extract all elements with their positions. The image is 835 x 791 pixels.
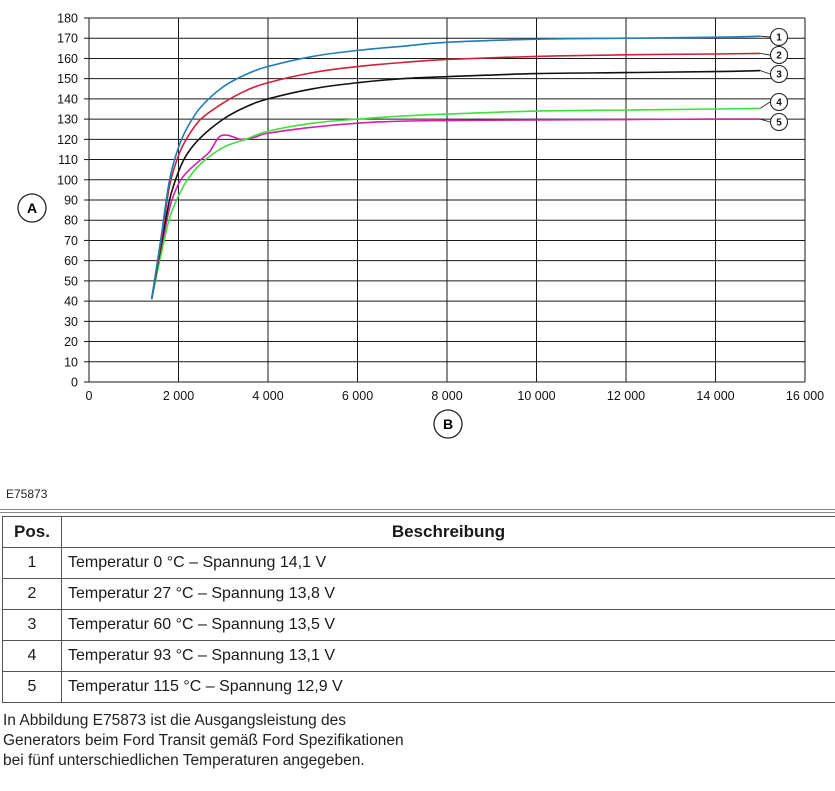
table-row: 2 Temperatur 27 °C – Spannung 13,8 V [2, 578, 835, 610]
row-pos: 1 [2, 547, 62, 579]
series-marker-3 [769, 64, 789, 84]
x-tick-label: 16 000 [786, 389, 824, 403]
x-tick-label: 14 000 [696, 389, 734, 403]
x-axis-label-marker: B [433, 409, 463, 439]
divider-bottom [0, 512, 835, 513]
figure-id: E75873 [6, 487, 48, 501]
y-tick-label: 150 [57, 72, 78, 86]
header-pos: Pos. [2, 516, 62, 548]
row-description: Temperatur 115 °C – Spannung 12,9 V [61, 671, 835, 703]
y-tick-label: 110 [58, 153, 78, 167]
x-axis-label: B [443, 416, 453, 432]
series-line-5 [150, 118, 761, 300]
x-tick-label: 0 [86, 389, 93, 403]
series-marker-5 [769, 112, 789, 132]
y-tick-label: 160 [57, 52, 78, 66]
row-description: Temperatur 93 °C – Spannung 13,1 V [61, 640, 835, 672]
series-marker-2 [769, 45, 789, 65]
series-markers: 1 2 3 4 5 [760, 27, 789, 132]
y-tick-label: 140 [57, 92, 78, 106]
y-tick-label: 130 [57, 113, 78, 127]
x-tick-label: 10 000 [517, 389, 555, 403]
series-line-2 [150, 52, 761, 300]
y-tick-label: 40 [64, 295, 78, 309]
series-leader-3 [760, 70, 771, 75]
table-row: 3 Temperatur 60 °C – Spannung 13,5 V [2, 609, 835, 641]
grid-layer [88, 17, 806, 383]
series-layer [150, 35, 761, 300]
row-pos: 2 [2, 578, 62, 610]
row-description: Temperatur 0 °C – Spannung 14,1 V [61, 547, 835, 579]
x-tick-label: 12 000 [607, 389, 645, 403]
series-marker-label-4: 4 [776, 98, 782, 109]
y-tick-label: 30 [64, 315, 78, 329]
series-leader-4 [760, 101, 771, 109]
y-tick-label: 100 [57, 173, 78, 187]
legend-table: Pos. Beschreibung 1 Temperatur 0 °C – Sp… [2, 516, 835, 703]
y-tick-label: 170 [57, 32, 78, 46]
series-marker-4 [769, 92, 789, 112]
series-line-1 [150, 35, 761, 300]
x-tick-label: 8 000 [431, 389, 462, 403]
row-pos: 5 [2, 671, 62, 703]
y-axis-label-marker: A [17, 193, 47, 223]
y-tick-label: 90 [64, 194, 78, 208]
y-axis-label: A [27, 200, 37, 216]
output-chart: 0102030405060708090100110120130140150160… [17, 12, 824, 439]
series-leader-1 [760, 35, 771, 38]
y-tick-label: 60 [64, 254, 78, 268]
series-marker-1 [769, 27, 789, 47]
series-leader-2 [760, 52, 771, 56]
table-header-row: Pos. Beschreibung [2, 516, 835, 548]
series-marker-label-1: 1 [776, 33, 782, 44]
y-tick-label: 50 [64, 274, 78, 288]
y-tick-label: 80 [64, 214, 78, 228]
row-description: Temperatur 27 °C – Spannung 13,8 V [61, 578, 835, 610]
series-marker-label-3: 3 [776, 70, 782, 81]
tick-layer: 0102030405060708090100110120130140150160… [57, 12, 824, 404]
series-marker-label-5: 5 [776, 118, 782, 129]
table-row: 5 Temperatur 115 °C – Spannung 12,9 V [2, 671, 835, 703]
series-marker-label-2: 2 [776, 51, 782, 62]
table-row: 4 Temperatur 93 °C – Spannung 13,1 V [2, 640, 835, 672]
header-description: Beschreibung [61, 516, 835, 548]
x-tick-label: 4 000 [252, 389, 283, 403]
series-line-4 [150, 107, 761, 300]
caption-text: In Abbildung E75873 ist die Ausgangsleis… [3, 712, 404, 769]
y-tick-label: 180 [57, 12, 78, 26]
series-line-3 [150, 69, 761, 300]
table-row: 1 Temperatur 0 °C – Spannung 14,1 V [2, 547, 835, 579]
row-pos: 4 [2, 640, 62, 672]
y-tick-label: 20 [64, 335, 78, 349]
row-description: Temperatur 60 °C – Spannung 13,5 V [61, 609, 835, 641]
x-tick-label: 6 000 [342, 389, 373, 403]
x-tick-label: 2 000 [163, 389, 194, 403]
y-tick-label: 120 [57, 133, 78, 147]
series-leader-5 [760, 118, 771, 123]
y-tick-label: 10 [64, 355, 78, 369]
y-tick-label: 70 [64, 234, 78, 248]
divider-top [0, 509, 835, 510]
y-tick-label: 0 [71, 376, 78, 390]
row-pos: 3 [2, 609, 62, 641]
